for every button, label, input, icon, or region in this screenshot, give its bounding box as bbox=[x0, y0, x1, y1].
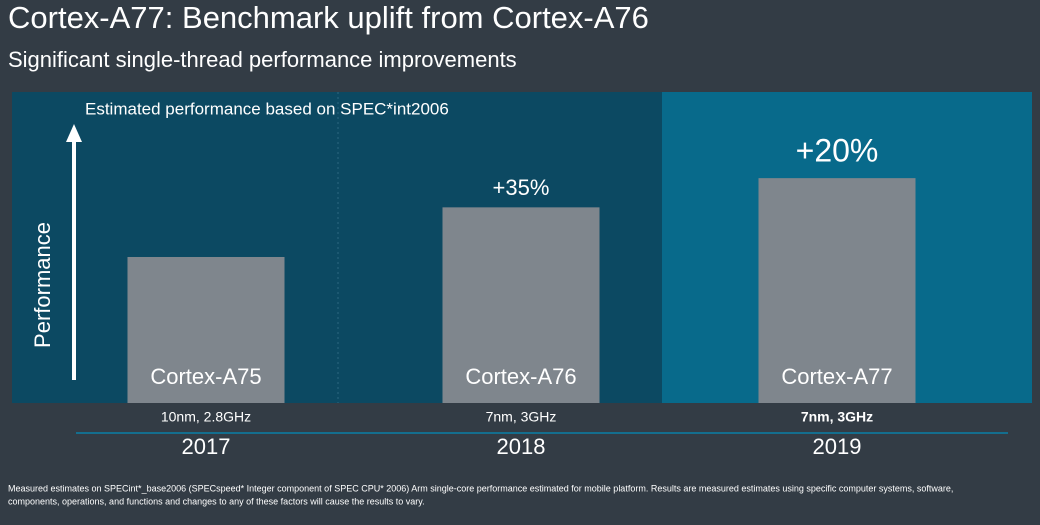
bar bbox=[758, 178, 916, 403]
footnote: components, operations, and functions an… bbox=[8, 496, 425, 506]
bar-label: Cortex-A76 bbox=[465, 364, 576, 389]
process-label: 7nm, 3GHz bbox=[801, 409, 873, 425]
bar bbox=[442, 207, 600, 403]
bar bbox=[127, 256, 285, 403]
annotation: Estimated performance based on SPEC*int2… bbox=[85, 99, 449, 118]
uplift-label: +20% bbox=[796, 133, 879, 169]
year-label: 2018 bbox=[497, 434, 546, 459]
year-label: 2017 bbox=[182, 434, 231, 459]
title: Cortex-A77: Benchmark uplift from Cortex… bbox=[8, 0, 649, 35]
footnote: Measured estimates on SPECint*_base2006 … bbox=[8, 483, 953, 493]
process-label: 10nm, 2.8GHz bbox=[161, 409, 251, 425]
year-label: 2019 bbox=[813, 434, 862, 459]
uplift-label: +35% bbox=[493, 175, 550, 200]
process-label: 7nm, 3GHz bbox=[486, 409, 557, 425]
bar-label: Cortex-A75 bbox=[150, 364, 261, 389]
y-label: Performance bbox=[30, 222, 55, 348]
bar-label: Cortex-A77 bbox=[781, 364, 892, 389]
subtitle: Significant single-thread performance im… bbox=[8, 47, 517, 72]
arrow-head bbox=[66, 124, 82, 142]
